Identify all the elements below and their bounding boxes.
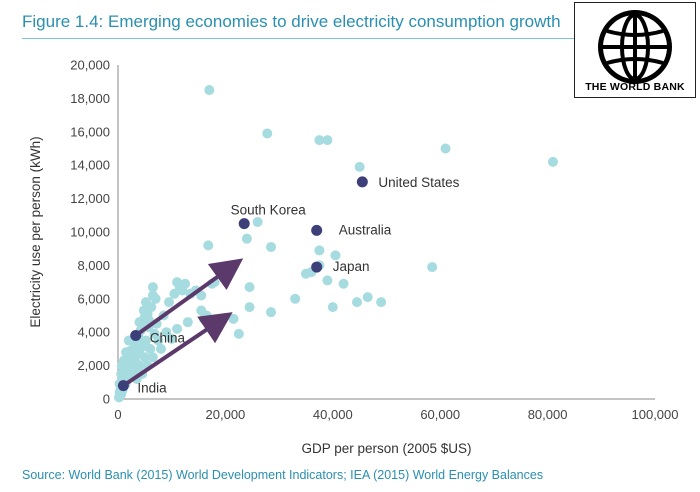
- y-axis-ticks: 0 2,000 4,000 6,000 8,000 10,000 12,000 14,000 1…: [70, 58, 110, 407]
- title-divider: [22, 38, 574, 39]
- y-tick-label: 18,000: [70, 91, 110, 106]
- x-tick-label: 0: [114, 407, 121, 422]
- data-point: [233, 328, 244, 339]
- x-tick-label: 20,000: [206, 407, 246, 422]
- y-tick-label: 14,000: [70, 158, 110, 173]
- data-point: [338, 278, 349, 289]
- data-point: [203, 240, 214, 251]
- globe-icon: [598, 10, 672, 84]
- logo-text: THE WORLD BANK: [585, 81, 685, 93]
- data-point: [182, 317, 193, 328]
- source-note: Source: World Bank (2015) World Developm…: [22, 468, 544, 482]
- x-tick-label: 60,000: [420, 407, 460, 422]
- data-point: [196, 290, 207, 301]
- y-tick-label: 0: [103, 392, 110, 407]
- data-point: [351, 297, 362, 308]
- world-bank-logo: THE WORLD BANK: [574, 2, 696, 98]
- y-tick-label: 8,000: [77, 258, 110, 273]
- data-point: [322, 135, 333, 146]
- data-point: [547, 156, 558, 167]
- data-point: [145, 343, 156, 354]
- data-point: [169, 288, 180, 299]
- data-point: [149, 328, 160, 339]
- data-point: [164, 297, 175, 308]
- data-point: [244, 302, 255, 313]
- highlighted-points: United States South Korea Australia Japan Ch…: [117, 175, 460, 396]
- y-tick-label: 6,000: [77, 291, 110, 306]
- data-point: [241, 233, 252, 244]
- highlighted-point: [117, 380, 129, 392]
- y-tick-label: 10,000: [70, 225, 110, 240]
- x-tick-label: 100,000: [632, 407, 679, 422]
- x-tick-label: 40,000: [313, 407, 353, 422]
- data-point: [290, 293, 301, 304]
- highlighted-point: [356, 176, 368, 188]
- data-point: [266, 307, 277, 318]
- trend-arrow: [122, 312, 233, 388]
- data-point: [121, 347, 132, 358]
- data-point: [147, 352, 158, 363]
- data-point: [376, 297, 387, 308]
- trend-arrows: [122, 258, 244, 388]
- data-point: [140, 297, 151, 308]
- data-point: [354, 161, 365, 172]
- highlighted-point: [311, 261, 323, 273]
- point-label: China: [150, 331, 186, 346]
- y-tick-label: 4,000: [77, 325, 110, 340]
- data-point: [322, 275, 333, 286]
- highlighted-point: [311, 224, 323, 236]
- y-tick-label: 16,000: [70, 124, 110, 139]
- data-point: [161, 327, 172, 338]
- data-point: [150, 293, 161, 304]
- y-tick-label: 20,000: [70, 58, 110, 73]
- x-tick-label: 80,000: [528, 407, 568, 422]
- data-point: [314, 135, 325, 146]
- data-point: [196, 305, 207, 316]
- data-point: [228, 313, 239, 324]
- trend-arrow: [134, 258, 244, 338]
- y-tick-label: 2,000: [77, 358, 110, 373]
- scatter-points: [114, 85, 558, 403]
- data-point: [130, 357, 141, 368]
- chart-title: Figure 1.4: Emerging economies to drive …: [22, 12, 561, 31]
- data-point: [327, 302, 338, 313]
- data-point: [166, 333, 177, 344]
- y-tick-label: 12,000: [70, 191, 110, 206]
- data-point: [147, 282, 158, 293]
- point-label: United States: [378, 175, 459, 190]
- highlighted-point: [130, 330, 142, 342]
- data-point: [177, 285, 188, 296]
- data-point: [116, 360, 127, 371]
- data-point: [204, 85, 215, 96]
- data-point: [140, 335, 151, 346]
- point-label: South Korea: [231, 203, 307, 218]
- data-point: [440, 143, 451, 154]
- data-point: [172, 277, 183, 288]
- data-point: [155, 343, 166, 354]
- data-point: [266, 242, 277, 253]
- data-point: [172, 323, 183, 334]
- x-axis-ticks: 0 20,000 40,000 60,000 80,000 100,000: [114, 407, 678, 422]
- data-point: [362, 292, 373, 303]
- data-point: [314, 245, 325, 256]
- point-label: Australia: [339, 222, 392, 237]
- highlighted-point: [238, 218, 250, 230]
- point-label: India: [137, 381, 167, 396]
- point-label: Japan: [333, 259, 370, 274]
- x-axis-title: GDP per person (2005 $US): [301, 441, 471, 456]
- data-point: [262, 128, 273, 139]
- y-axis-title: Electricity use per person (kWh): [28, 136, 43, 327]
- data-point: [252, 216, 263, 227]
- data-point: [116, 368, 127, 379]
- data-point: [330, 250, 341, 261]
- data-point: [244, 282, 255, 293]
- data-point: [427, 262, 438, 273]
